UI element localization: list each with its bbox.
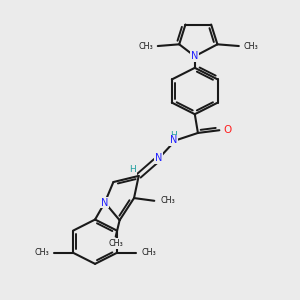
Text: N: N [155,153,163,163]
Text: CH₃: CH₃ [244,41,258,50]
Text: CH₃: CH₃ [108,239,123,248]
Text: N: N [191,51,199,61]
Text: CH₃: CH₃ [141,248,156,257]
Text: O: O [223,125,231,135]
Text: H: H [170,131,177,140]
Text: CH₃: CH₃ [138,41,153,50]
Text: H: H [129,165,136,174]
Text: CH₃: CH₃ [160,196,175,205]
Text: CH₃: CH₃ [34,248,49,257]
Text: N: N [101,197,109,208]
Text: N: N [170,136,177,146]
